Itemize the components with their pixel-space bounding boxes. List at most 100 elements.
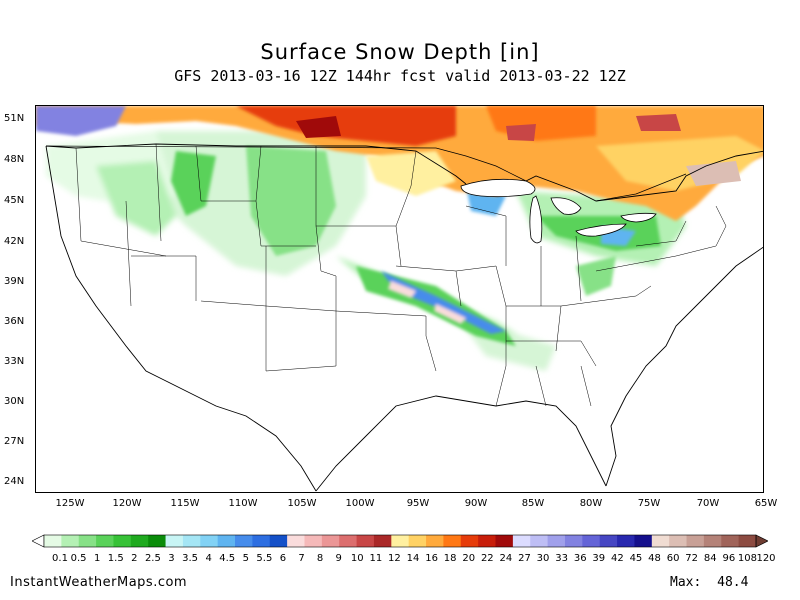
legend-tick-label: 7 (298, 553, 305, 564)
legend-tick-label: 12 (388, 553, 401, 564)
legend-swatch (530, 535, 549, 547)
legend-swatch (61, 535, 80, 547)
legend-swatch (582, 535, 601, 547)
lat-label-48n: 48N (4, 154, 25, 165)
lon-label-120w: 120W (112, 498, 142, 509)
state-boundaries (75, 143, 727, 407)
legend-tick-label: 20 (462, 553, 476, 564)
snow-cover-blue (381, 186, 636, 334)
legend-swatch (547, 535, 566, 547)
legend-swatch (564, 535, 583, 547)
legend-swatch (703, 535, 722, 547)
legend-swatch (373, 535, 392, 547)
legend-tick-label: 2 (131, 553, 138, 564)
legend-tick-label: 22 (480, 553, 494, 564)
legend-tick-label: 1.5 (107, 553, 124, 564)
legend-tick-label: 42 (610, 553, 624, 564)
color-legend-bar (32, 534, 768, 548)
legend-swatch (44, 535, 62, 547)
legend-tick-label: 3.5 (182, 553, 198, 564)
lat-label-27n: 27N (4, 436, 25, 447)
max-value-readout: Max: 48.4 (670, 575, 748, 590)
legend-arrow-low (32, 534, 45, 548)
lat-label-24n: 24N (4, 476, 25, 487)
legend-swatch (304, 535, 323, 547)
legend-swatch (391, 535, 410, 547)
legend-tick-label: 5.5 (256, 553, 273, 564)
legend-swatch (130, 535, 149, 547)
lon-label-90w: 90W (464, 498, 488, 509)
snow-cover-heavy (36, 106, 763, 221)
lat-label-36n: 36N (4, 316, 25, 327)
snow-depth-map (36, 106, 763, 492)
legend-swatch (356, 535, 375, 547)
legend-swatch (252, 535, 271, 547)
map-frame (35, 105, 764, 493)
legend-swatch (686, 535, 705, 547)
legend-tick-label: 108 (737, 553, 757, 564)
legend-tick-label: 0.1 (52, 553, 68, 564)
legend-swatch (339, 535, 358, 547)
legend-swatch (148, 535, 167, 547)
legend-tick-label: 72 (685, 553, 699, 564)
legend-tick-label: 45 (629, 553, 643, 564)
legend-swatch (599, 535, 618, 547)
legend-tick-label: 48 (648, 553, 661, 564)
map-title: Surface Snow Depth [in] (260, 40, 540, 64)
lat-label-42n: 42N (4, 236, 25, 247)
lon-label-85w: 85W (521, 498, 545, 509)
lat-label-45n: 45N (4, 195, 25, 206)
site-credit: InstantWeatherMaps.com (10, 575, 188, 590)
legend-tick-label: 27 (518, 553, 531, 564)
map-subtitle: GFS 2013-03-16 12Z 144hr fcst valid 2013… (174, 67, 626, 85)
lon-label-80w: 80W (579, 498, 603, 509)
lat-label-30n: 30N (4, 396, 25, 407)
legend-swatch (669, 535, 688, 547)
lat-label-39n: 39N (4, 276, 25, 287)
legend-swatch (113, 535, 132, 547)
lon-label-95w: 95W (406, 498, 430, 509)
lon-label-65w: 65W (754, 498, 778, 509)
lon-label-75w: 75W (637, 498, 661, 509)
legend-swatch (512, 535, 531, 547)
legend-swatch (200, 535, 219, 547)
legend-swatch (408, 535, 427, 547)
lon-label-70w: 70W (696, 498, 720, 509)
legend-tick-label: 0.5 (70, 553, 87, 564)
lat-label-33n: 33N (4, 356, 25, 367)
legend-tick-label: 18 (443, 553, 457, 564)
legend-swatch (495, 535, 514, 547)
lon-label-125w: 125W (55, 498, 85, 509)
legend-tick-label: 4 (205, 553, 212, 564)
legend-tick-label: 2.5 (144, 553, 161, 564)
legend-swatch (460, 535, 479, 547)
lon-label-105w: 105W (287, 498, 317, 509)
legend-swatch (165, 535, 184, 547)
lat-label-51n: 51N (4, 113, 25, 124)
legend-swatch (738, 535, 757, 547)
legend-tick-label: 24 (499, 553, 513, 564)
canada-border (45, 145, 687, 202)
legend-swatch (634, 535, 653, 547)
legend-tick-label: 4.5 (219, 553, 236, 564)
legend-swatch (721, 535, 740, 547)
legend-tick-label: 120 (756, 553, 776, 564)
max-label: Max: (670, 575, 702, 590)
legend-swatch (321, 535, 340, 547)
legend-tick-label: 84 (703, 553, 717, 564)
legend-swatch (426, 535, 444, 547)
legend-swatch (217, 535, 236, 547)
lon-label-115w: 115W (170, 498, 200, 509)
legend-tick-label: 6 (279, 553, 287, 564)
legend-swatch (96, 535, 114, 547)
legend-swatch (287, 535, 305, 547)
legend-swatch (269, 535, 288, 547)
legend-swatch (478, 535, 497, 547)
great-lakes (460, 178, 657, 244)
legend-arrow-high (755, 534, 768, 548)
legend-swatch (443, 535, 462, 547)
legend-swatch (235, 535, 253, 547)
legend-tick-label: 3 (168, 553, 175, 564)
legend-tick-label: 16 (425, 553, 438, 564)
us-outline (45, 143, 763, 492)
